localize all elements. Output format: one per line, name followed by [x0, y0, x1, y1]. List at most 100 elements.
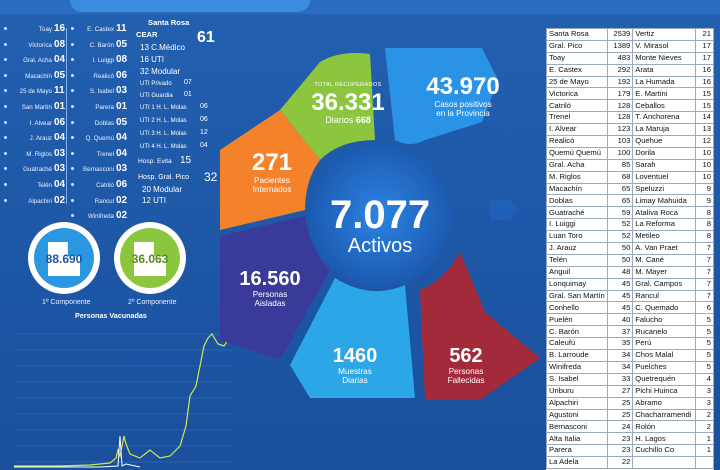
bullet-icon	[4, 151, 7, 155]
locality-row: Macachín 05 Realicó 06	[4, 70, 130, 87]
table-row: Gral. Pico 1389 V. Mirasol 17	[546, 39, 714, 53]
locality-name: M. Riglos	[26, 150, 52, 158]
interned-segment	[220, 110, 320, 230]
bullet-icon	[4, 136, 7, 140]
locality-cell: Catriló	[546, 99, 608, 113]
locality-cell: I. Alvear	[546, 123, 608, 137]
bullet-icon	[71, 58, 74, 62]
count-cell: 7	[695, 277, 714, 291]
locality-cell: M. Riglos	[546, 170, 608, 184]
count-cell	[695, 456, 714, 469]
table-row: Agustoni 25 Chacharramendi 2	[546, 408, 714, 422]
bullet-icon	[71, 120, 74, 124]
locality-value: 03	[54, 163, 66, 175]
locality-cell: Lonquimay	[546, 277, 608, 291]
pico-uti: 12 UTI	[142, 196, 167, 205]
locality-cell	[632, 456, 697, 469]
table-row: Gral. Acha 85 Sarah 10	[546, 158, 714, 172]
cear-uti: 16 UTI	[140, 55, 165, 64]
table-row: 25 de Mayo 192 La Humada 16	[546, 75, 714, 89]
bullet-icon	[4, 167, 7, 171]
locality-name: Winifreda	[87, 213, 114, 221]
locality-row: M. Riglos 03 Trenel 04	[4, 148, 130, 165]
locality-cell: Winifreda	[546, 360, 608, 374]
uti-privado-label: UTI Privado	[140, 81, 172, 87]
locality-name: Toay	[38, 26, 52, 33]
pico-value: 32	[204, 170, 218, 184]
bullet-icon	[71, 89, 74, 93]
count-cell: 9	[695, 182, 714, 196]
bullet-icon	[71, 198, 74, 202]
locality-cell: Sarah	[632, 158, 697, 172]
locality-cell: I. Luiggi	[546, 218, 608, 232]
count-cell: 22	[606, 456, 634, 469]
locality-name: San Martín	[21, 103, 52, 111]
locality-cell: Caleufú	[546, 337, 608, 351]
table-row: Realicó 103 Quehue 12	[546, 135, 714, 148]
second-dose-badge: 36.063	[114, 222, 186, 294]
locality-cell: E. Martini	[632, 87, 697, 101]
table-row: Macachín 65 Speluzzi 9	[546, 182, 714, 196]
count-cell: 128	[606, 111, 634, 125]
locality-value: 04	[54, 132, 66, 144]
bullet-icon	[71, 182, 74, 186]
pico-label: Hosp. Gral. Pico	[138, 174, 189, 181]
locality-cell: A. Van Praet	[632, 242, 697, 255]
count-cell: 100	[606, 146, 634, 160]
locality-cell: M. Mayer	[632, 265, 697, 279]
bullet-icon	[71, 167, 74, 171]
count-cell: 10	[695, 170, 714, 184]
locality-cell: C. Barón	[546, 325, 608, 339]
evita-value: 15	[180, 155, 192, 166]
count-cell: 4	[695, 372, 714, 386]
count-cell: 37	[606, 325, 634, 339]
locality-name: Guatraché	[23, 166, 52, 174]
locality-cell: Santa Rosa	[546, 28, 608, 41]
locality-cell: Chos Malal	[632, 349, 697, 362]
count-cell: 45	[606, 277, 634, 291]
locality-cell: Puelén	[546, 313, 608, 327]
locality-row: Victorica 08 C. Barón 05	[4, 38, 130, 56]
locality-cell: Cuchillo Co	[632, 444, 697, 458]
locality-internments-list: Toay 16 E. Castex 11 Victorica 08 C. Barón 05 Gr…	[4, 23, 130, 227]
count-cell: 52	[606, 230, 634, 244]
locality-row: Telén 04 Catriló 06	[4, 179, 130, 196]
table-row: S. Isabel 33 Quetrequén 4	[546, 372, 714, 386]
count-cell: 6	[695, 301, 714, 315]
count-cell: 23	[606, 444, 634, 458]
positive-block: 43.970 Casos positivos en la Provincia	[408, 74, 518, 119]
table-row: Puelén 40 Falucho 5	[546, 313, 714, 327]
locality-cell: J. Arauz	[546, 242, 608, 255]
table-row: I. Luiggi 52 La Reforma 8	[546, 218, 714, 232]
samples-block: 1460 Muestras Diarias	[305, 345, 405, 385]
bullet-icon	[71, 104, 74, 108]
table-row: E. Castex 292 Arata 16	[546, 63, 714, 77]
locality-cell: Metileo	[632, 230, 697, 244]
hl4-value: 04	[200, 142, 208, 149]
locality-value: 08	[116, 54, 128, 66]
vaccinated-title: Personas Vacunadas	[75, 311, 147, 320]
count-cell: 7	[695, 242, 714, 255]
locality-cell: Parera	[546, 444, 608, 458]
locality-name: Catriló	[96, 181, 114, 189]
locality-cell: Realicó	[546, 135, 608, 148]
bullet-icon	[4, 182, 7, 186]
locality-cell: Gral. Campos	[632, 277, 697, 291]
count-cell: 1	[695, 432, 714, 446]
count-cell: 5	[695, 337, 714, 351]
locality-name: Gral. Acha	[23, 57, 52, 65]
locality-cell: Gral. San Martín	[546, 289, 608, 303]
samples-label-1: Muestras	[338, 367, 372, 376]
count-cell: 85	[606, 158, 634, 172]
count-cell: 24	[606, 420, 634, 434]
locality-cell: Quemú Quemú	[546, 146, 608, 160]
positive-segment	[385, 48, 498, 144]
locality-cell: Rolón	[632, 420, 697, 434]
summary-donut	[220, 48, 540, 400]
locality-cell: Monte Nieves	[632, 51, 697, 65]
locality-name: Realicó	[93, 72, 114, 80]
bullet-icon	[4, 27, 7, 30]
count-cell: 12	[695, 135, 714, 148]
locality-value: 05	[116, 38, 128, 50]
count-cell: 48	[606, 265, 634, 279]
